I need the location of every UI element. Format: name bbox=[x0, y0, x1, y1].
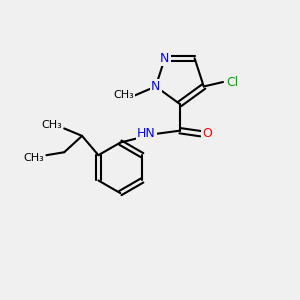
Text: N: N bbox=[151, 80, 160, 93]
Text: CH₃: CH₃ bbox=[41, 121, 62, 130]
Text: O: O bbox=[202, 127, 212, 140]
Text: Cl: Cl bbox=[226, 76, 238, 88]
Text: N: N bbox=[160, 52, 170, 65]
Text: CH₃: CH₃ bbox=[113, 90, 134, 100]
Text: HN: HN bbox=[137, 127, 155, 140]
Text: CH₃: CH₃ bbox=[23, 153, 44, 163]
